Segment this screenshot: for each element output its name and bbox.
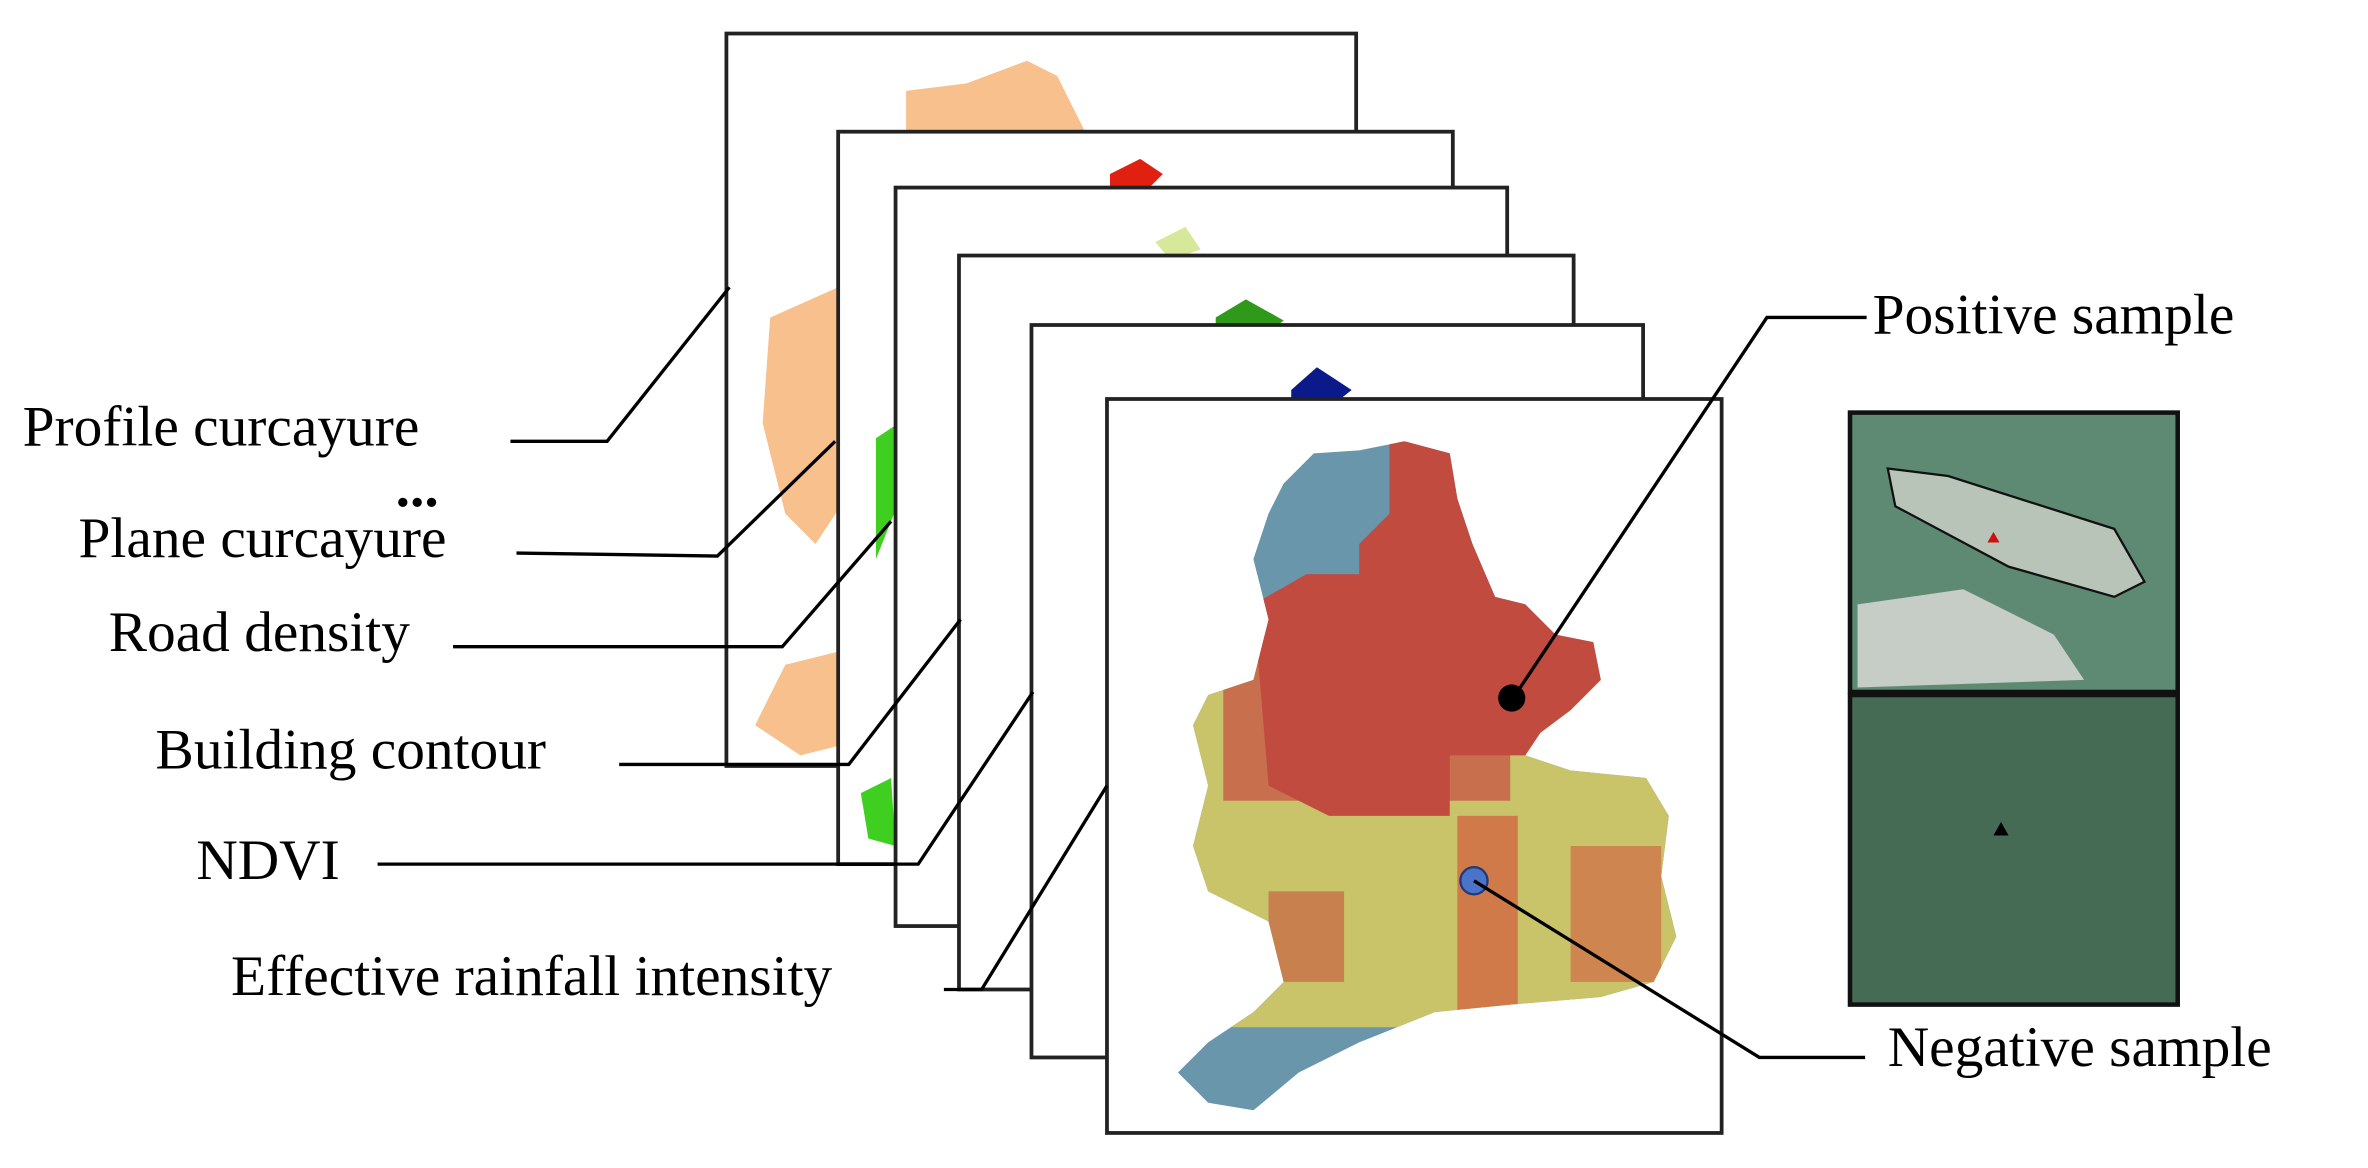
layer-label: NDVI xyxy=(196,829,339,892)
map-zone xyxy=(1268,891,1345,982)
connector xyxy=(453,520,893,649)
positive-marker xyxy=(1987,531,2000,543)
connector xyxy=(1511,315,1867,699)
photo-detail xyxy=(1857,589,2085,688)
connector xyxy=(619,618,962,767)
layer-label: Plane curcayure xyxy=(79,507,447,570)
negative-sample-photo xyxy=(1847,692,2180,1007)
ellipsis: ... xyxy=(396,456,439,519)
connector xyxy=(943,784,1109,992)
landslide-outline xyxy=(1886,467,2147,599)
connector xyxy=(1473,879,1866,1060)
sample-label: Negative sample xyxy=(1888,1016,2272,1079)
connector xyxy=(377,691,1035,866)
layer-label: Road density xyxy=(109,601,411,664)
negative-marker xyxy=(1993,821,2009,836)
layer-label: Effective rainfall intensity xyxy=(231,945,832,1008)
map-zone xyxy=(1570,846,1662,982)
map-zone xyxy=(1253,441,1616,816)
layer-shape xyxy=(1155,226,1201,261)
layer-shape xyxy=(1291,367,1352,403)
susceptibility-map xyxy=(1177,441,1677,1111)
layer-label: Profile curcayure xyxy=(23,395,420,458)
layer-label: Building contour xyxy=(156,719,546,782)
sample-label: Positive sample xyxy=(1873,284,2235,347)
layer-shape xyxy=(1110,158,1163,190)
connector xyxy=(516,440,837,558)
map-zone xyxy=(1457,815,1518,1013)
connector xyxy=(510,286,731,443)
